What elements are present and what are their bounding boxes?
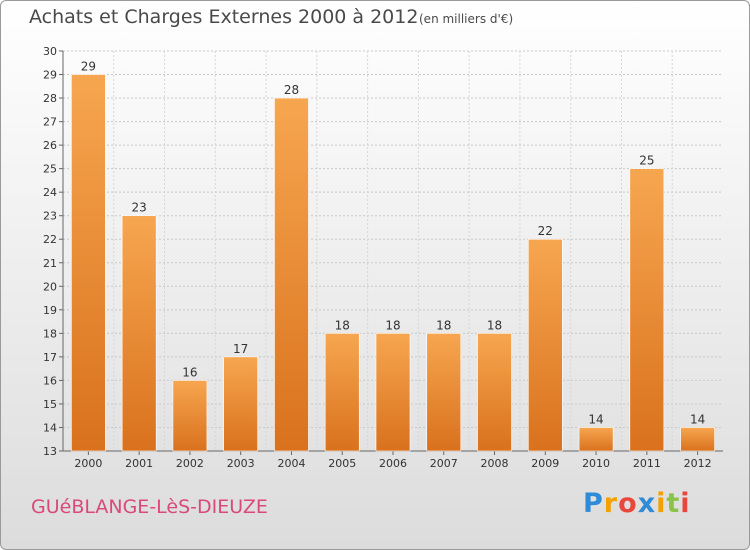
x-tick-label-2006: 2006: [379, 457, 407, 470]
y-tick-label: 17: [43, 351, 57, 364]
chart-title: Achats et Charges Externes 2000 à 2012: [29, 6, 419, 28]
bar-2004: [274, 97, 309, 452]
value-label-2009: 22: [538, 224, 553, 238]
value-label-2004: 28: [284, 83, 299, 97]
y-tick-label: 30: [43, 45, 57, 58]
bar-2008: [477, 333, 512, 452]
y-tick-label: 27: [43, 116, 57, 129]
bar-2012: [680, 427, 715, 452]
y-tick-label: 20: [43, 280, 57, 293]
y-tick-label: 21: [43, 257, 57, 270]
chart-subtitle: (en milliers d'€): [419, 12, 514, 26]
value-label-2002: 16: [182, 365, 197, 379]
x-tick-label-2009: 2009: [531, 457, 559, 470]
y-tick-label: 22: [43, 233, 57, 246]
bar-2002: [172, 380, 208, 452]
x-tick-label-2010: 2010: [582, 457, 610, 470]
x-tick-labels: 2000 2001 2002 2003 2004 2005 2006 2007 2008 2009…: [74, 457, 711, 470]
logo-letter: o: [618, 488, 638, 519]
y-tick-labels: 13 14 15 16 17 18 19 20 21 22 23 24 25 26 27 28 29 30: [43, 45, 57, 458]
logo-letter: t: [666, 488, 681, 519]
x-tick-label-2005: 2005: [328, 457, 356, 470]
y-tick-label: 23: [43, 210, 57, 223]
bar-2010: [578, 427, 614, 452]
y-tick-label: 15: [43, 398, 57, 411]
y-tick-label: 24: [43, 186, 57, 199]
logo-letter: i: [656, 488, 667, 519]
y-tick-label: 18: [43, 327, 57, 340]
bar-2005: [324, 333, 360, 452]
y-tick-label: 29: [43, 69, 57, 82]
bar-2006: [375, 333, 411, 452]
y-tick-label: 25: [43, 163, 57, 176]
value-label-2008: 18: [487, 318, 502, 332]
bar-2007: [426, 333, 462, 452]
logo-letter: i: [680, 488, 691, 519]
value-label-2007: 18: [436, 318, 451, 332]
value-label-2006: 18: [385, 318, 400, 332]
x-tick-label-2011: 2011: [633, 457, 661, 470]
logo-letter: P: [583, 488, 604, 519]
value-label-2001: 23: [132, 201, 147, 215]
y-tick-label: 16: [43, 374, 57, 387]
value-label-2012: 14: [690, 412, 705, 426]
x-tick-label-2000: 2000: [74, 457, 102, 470]
bars: [71, 74, 715, 452]
bar-2009: [528, 238, 563, 452]
value-label-2000: 29: [81, 60, 96, 74]
x-tick-label-2004: 2004: [277, 457, 305, 470]
value-label-2003: 17: [233, 342, 248, 356]
y-tick-label: 26: [43, 139, 57, 152]
x-tick-label-2012: 2012: [684, 457, 712, 470]
proxiti-logo: Proxiti: [583, 488, 691, 519]
bar-2000: [71, 74, 106, 452]
commune-name: GUéBLANGE-LèS-DIEUZE: [31, 496, 268, 518]
bar-2003: [223, 356, 258, 452]
bar-2001: [121, 215, 157, 452]
bar-2011: [629, 168, 665, 452]
y-tick-label: 19: [43, 304, 57, 317]
x-tick-label-2008: 2008: [481, 457, 509, 470]
logo-letter: r: [603, 488, 619, 519]
grid-lines: [63, 50, 723, 451]
logo-letter: x: [637, 488, 657, 519]
value-labels: 29 23 16 17 28 18 18 18 18 22 14 25 14: [81, 60, 706, 427]
y-tick-label: 28: [43, 92, 57, 105]
y-tick-label: 13: [43, 445, 57, 458]
value-label-2010: 14: [588, 412, 603, 426]
x-tick-label-2003: 2003: [227, 457, 255, 470]
value-label-2011: 25: [639, 154, 654, 168]
value-label-2005: 18: [335, 318, 350, 332]
x-tick-label-2007: 2007: [430, 457, 458, 470]
y-tick-label: 14: [43, 421, 57, 434]
x-tick-label-2002: 2002: [176, 457, 204, 470]
x-tick-label-2001: 2001: [125, 457, 153, 470]
